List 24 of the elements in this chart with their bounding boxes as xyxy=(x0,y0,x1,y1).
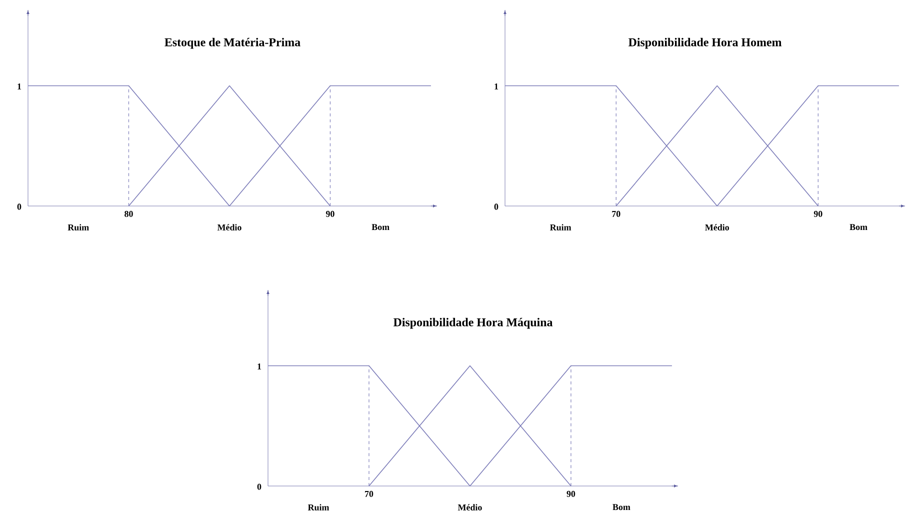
x-tick-label: 70 xyxy=(365,490,374,497)
text: Médio xyxy=(217,224,242,230)
text: Ruim xyxy=(308,504,330,510)
y-tick-label: 0 xyxy=(257,484,262,490)
text: Disponibilidade Hora Máquina xyxy=(393,318,553,329)
text: Bom xyxy=(850,224,868,230)
text: Estoque de Matéria-Prima xyxy=(164,38,300,49)
y-tick-label: 0 xyxy=(17,204,22,210)
y-tick-label: 1 xyxy=(494,83,498,90)
text: Ruim xyxy=(68,224,89,230)
x-tick-label: 70 xyxy=(612,210,620,217)
x-tick-label: 90 xyxy=(566,490,576,497)
text: Bom xyxy=(372,224,390,230)
x-tick-label: 80 xyxy=(124,210,133,217)
y-tick-label: 1 xyxy=(258,363,262,370)
x-tick-label: 90 xyxy=(326,210,334,217)
y-tick-label: 1 xyxy=(18,83,22,90)
text: Médio xyxy=(705,224,729,230)
text: Ruim xyxy=(550,224,572,230)
text: Médio xyxy=(458,504,482,510)
y-tick-label: 0 xyxy=(494,204,498,210)
x-tick-label: 90 xyxy=(814,210,822,217)
text: Bom xyxy=(612,504,630,510)
text: Disponibilidade Hora Homem xyxy=(628,38,782,49)
